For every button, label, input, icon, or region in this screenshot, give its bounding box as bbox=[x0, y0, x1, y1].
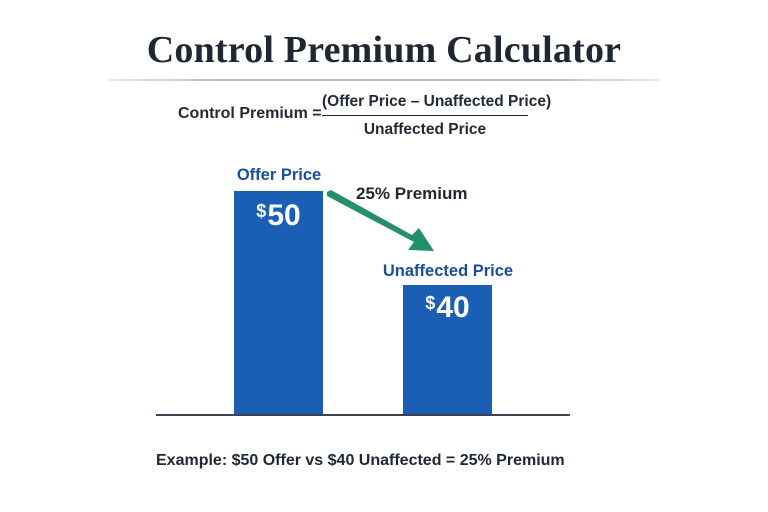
example-text: Example: $50 Offer vs $40 Unaffected = 2… bbox=[156, 452, 565, 469]
chart-baseline bbox=[156, 414, 570, 416]
unaffected-price-bar: $40 bbox=[403, 285, 492, 415]
premium-label: 25% Premium bbox=[356, 184, 468, 203]
unaffected-price-label: Unaffected Price bbox=[382, 262, 514, 280]
formula-fraction: (Offer Price – Unaffected Price) Unaffec… bbox=[322, 93, 551, 139]
page-title: Control Premium Calculator bbox=[146, 29, 622, 71]
unaffected-price-number: 40 bbox=[436, 291, 470, 324]
formula-numerator: (Offer Price – Unaffected Price) bbox=[322, 93, 551, 116]
offer-price-value: $50 bbox=[234, 199, 323, 233]
unaffected-price-value: $40 bbox=[403, 291, 492, 325]
offer-price-label: Offer Price bbox=[236, 166, 322, 184]
formula-denominator: Unaffected Price bbox=[363, 121, 487, 138]
currency-symbol: $ bbox=[256, 201, 267, 221]
currency-symbol: $ bbox=[425, 293, 436, 313]
offer-price-bar: $50 bbox=[234, 191, 323, 415]
title-divider bbox=[108, 79, 660, 81]
offer-price-number: 50 bbox=[267, 199, 301, 232]
formula-lhs: Control Premium = bbox=[178, 105, 322, 122]
